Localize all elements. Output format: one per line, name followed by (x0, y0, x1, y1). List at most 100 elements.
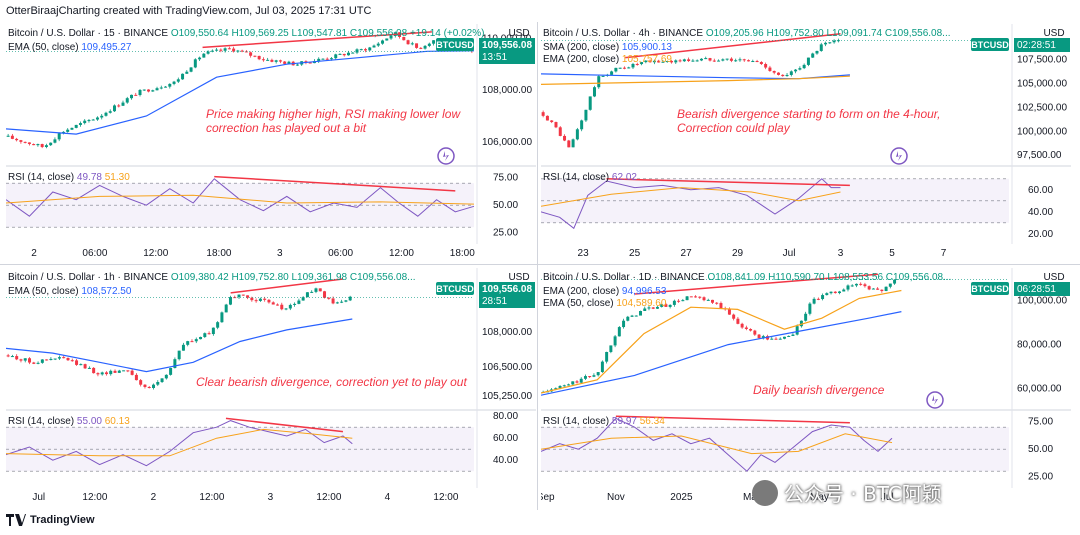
candle-body (719, 303, 723, 309)
candle-body (70, 127, 74, 130)
rsi-value: 55.00 (77, 416, 105, 427)
candle-body (283, 61, 287, 64)
replay-icon (437, 147, 455, 165)
rsi-ma-value: 60.13 (105, 416, 130, 427)
candle-body (867, 286, 871, 290)
rsi-line (6, 178, 475, 217)
candle-body (699, 58, 703, 61)
candle-body (376, 43, 380, 46)
candle-body (677, 300, 681, 302)
candle-body (736, 318, 740, 324)
rsi-legend: RSI (14, close) 49.78 51.30 (8, 172, 130, 183)
time-tick-label: 18:00 (450, 248, 475, 259)
candle-body (738, 59, 742, 61)
indicator-value: 104,589.60 (616, 298, 666, 309)
candle-body (15, 356, 19, 360)
candle-body (854, 283, 858, 286)
candle-body (768, 67, 772, 71)
candle-body (113, 370, 117, 373)
footer-brand[interactable]: TradingView (6, 514, 95, 526)
candle-body (344, 300, 348, 302)
ohlc-h: H109,752.80 (231, 272, 291, 283)
candle-body (381, 40, 385, 44)
chart-title: Bitcoin / U.S. Dollar · 1h · BINANCE O10… (8, 272, 416, 283)
candle-body (156, 381, 160, 385)
annotation-text: Daily bearish divergence (753, 383, 885, 397)
candle-body (614, 67, 618, 72)
candle-body (647, 307, 651, 309)
candle-body (772, 70, 776, 73)
time-tick-label: 7 (941, 248, 947, 259)
symbol-title: Bitcoin / U.S. Dollar · 1D · BINANCE (543, 272, 707, 283)
candle-body (173, 359, 177, 368)
candle-body (787, 335, 791, 337)
candle-body (219, 49, 223, 51)
candle-body (613, 336, 617, 346)
candle-body (575, 381, 579, 383)
candle-body (220, 312, 224, 323)
chart-panel-4h[interactable]: USD 107,500.00 105,000.00 102,500.00 100,000… (541, 24, 1071, 262)
candle-body (317, 58, 321, 62)
candle-body (698, 296, 702, 298)
time-tick-label: 12:00 (389, 248, 414, 259)
candle-body (95, 117, 99, 120)
candle-body (742, 59, 746, 61)
rsi-ma-line (6, 194, 475, 205)
candle-body (592, 87, 596, 97)
time-tick-label: 06:00 (328, 248, 353, 259)
time-tick-label: 06:00 (82, 248, 107, 259)
panel-divider-horizontal (0, 264, 1080, 265)
candle-body (622, 67, 626, 69)
countdown-label: 13:51 (482, 52, 507, 63)
candle-body (32, 144, 36, 146)
annotation-text: Clear bearish divergence, correction yet… (196, 375, 467, 389)
candle-body (138, 90, 142, 96)
candle-body (652, 60, 656, 63)
candle-body (694, 296, 698, 298)
time-tick-label: 12:00 (143, 248, 168, 259)
candle-body (640, 62, 644, 65)
price-divergence-line (634, 273, 879, 295)
symbol-title: Bitcoin / U.S. Dollar · 15 · BINANCE (8, 28, 171, 39)
candle-body (10, 135, 14, 139)
candle-body (419, 47, 423, 49)
candle-body (571, 139, 575, 148)
indicator-legend: EMA (200, close) 94,996.53 (543, 286, 667, 297)
chart-panel-1h[interactable]: USD110,000.00108,000.00106,500.00105,250… (6, 268, 536, 506)
currency-label: USD (1043, 272, 1064, 283)
chart-panel-1d[interactable]: USD 100,000.00 80,000.00 60,000.00 75.00 50.0… (541, 268, 1071, 506)
candle-body (798, 68, 802, 70)
time-tick-label: 2025 (670, 492, 693, 503)
candle-body (284, 308, 288, 310)
ticker-badge (436, 282, 474, 295)
time-tick-label: 29 (732, 248, 744, 259)
chart-panel-15m[interactable]: USD110,000.00108,000.00106,000.0075.0050… (6, 24, 536, 262)
ticker-badge (971, 38, 1009, 51)
candle-body (832, 40, 836, 43)
candle-body (202, 53, 206, 58)
candle-body (53, 139, 57, 143)
countdown-label: 28:51 (482, 296, 507, 307)
time-tick-label: 2 (31, 248, 37, 259)
rsi-divergence-line (225, 417, 344, 433)
wechat-logo-icon (752, 479, 778, 506)
candle-body (691, 60, 695, 62)
chart-title: Bitcoin / U.S. Dollar · 1D · BINANCE O10… (543, 272, 951, 283)
candle-body (744, 327, 748, 329)
ohlc-l: L109,547.81 (292, 28, 350, 39)
ohlc-o: O109,205.96 (706, 28, 767, 39)
rsi-tick-label: 50.00 (493, 200, 518, 211)
candle-body (711, 299, 714, 303)
candle-body (639, 310, 642, 316)
candle-body (130, 94, 133, 99)
candle-body (130, 370, 134, 375)
candle-body (325, 58, 329, 60)
candle-body (804, 313, 808, 321)
candle-body (185, 71, 189, 74)
price-tick-label: 105,000.00 (1017, 78, 1067, 89)
candle-body (36, 144, 40, 146)
footer-brand-text: TradingView (30, 514, 95, 526)
price-tick-label: 108,000.00 (482, 327, 532, 338)
rsi-tick-label: 75.00 (1028, 417, 1053, 428)
candle-body (70, 360, 74, 362)
